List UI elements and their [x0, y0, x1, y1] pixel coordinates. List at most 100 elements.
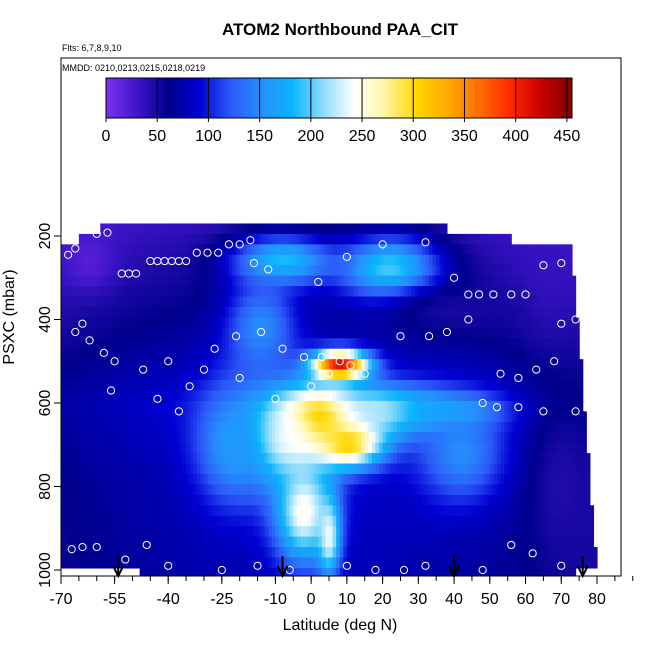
heatmap-cell	[296, 380, 302, 392]
heatmap-cell	[568, 547, 573, 559]
heatmap-cell	[325, 432, 330, 444]
heatmap-cell	[203, 557, 209, 569]
heatmap-cell	[89, 494, 94, 506]
heatmap-cell	[554, 515, 559, 527]
data-point	[539, 407, 548, 416]
heatmap-cell	[418, 327, 423, 339]
heatmap-cell	[218, 421, 223, 433]
heatmap-cell	[118, 515, 123, 527]
heatmap-cell	[443, 223, 448, 235]
heatmap-cell	[579, 432, 584, 444]
heatmap-cell	[436, 453, 441, 465]
heatmap-cell	[400, 223, 405, 235]
heatmap-cell	[357, 233, 362, 245]
heatmap-cell	[75, 400, 80, 412]
heatmap-cell	[161, 494, 166, 506]
heatmap-cell	[475, 348, 480, 360]
heatmap-cell	[514, 421, 519, 433]
heatmap-cell	[293, 338, 298, 350]
heatmap-cell	[471, 254, 477, 266]
heatmap-cell	[564, 411, 570, 423]
heatmap-cell	[411, 327, 416, 339]
heatmap-cell	[461, 380, 466, 392]
heatmap-cell	[200, 463, 205, 475]
heatmap-cell	[396, 400, 402, 412]
heatmap-cell	[404, 411, 409, 423]
heatmap-cell	[125, 380, 130, 392]
heatmap-cell	[404, 317, 409, 329]
heatmap-cell	[425, 275, 430, 287]
heatmap-cell	[586, 536, 591, 548]
heatmap-cell	[111, 484, 116, 496]
heatmap-cell	[275, 421, 280, 433]
heatmap-cell	[457, 453, 462, 465]
heatmap-cell	[68, 526, 73, 538]
heatmap-cell	[293, 453, 298, 465]
heatmap-cell	[554, 442, 559, 454]
heatmap-cell	[393, 306, 398, 319]
heatmap-cell	[253, 348, 259, 360]
heatmap-cell	[114, 463, 119, 475]
heatmap-cell	[186, 369, 191, 381]
heatmap-cell	[293, 484, 298, 496]
heatmap-cell	[296, 411, 302, 423]
heatmap-cell	[307, 296, 312, 308]
heatmap-cell	[214, 369, 219, 381]
heatmap-cell	[350, 567, 355, 576]
heatmap-cell	[289, 473, 294, 486]
heatmap-cell	[479, 369, 484, 381]
heatmap-cell	[382, 369, 387, 381]
heatmap-cell	[443, 327, 448, 339]
heatmap-cell	[514, 453, 519, 465]
heatmap-cell	[436, 411, 441, 423]
heatmap-cell	[504, 442, 509, 454]
heatmap-cell	[432, 557, 437, 569]
heatmap-cell	[293, 390, 298, 402]
heatmap-cell	[153, 432, 159, 444]
heatmap-cell	[232, 348, 237, 360]
heatmap-cell	[475, 286, 480, 298]
heatmap-cell	[239, 432, 244, 444]
heatmap-cell	[246, 369, 251, 381]
heatmap-cell	[550, 296, 555, 308]
heatmap-cell	[203, 473, 209, 486]
heatmap-cell	[357, 380, 362, 392]
heatmap-cell	[271, 275, 276, 287]
heatmap-cell	[396, 505, 402, 517]
heatmap-cell	[543, 369, 548, 381]
heatmap-cell	[228, 338, 234, 350]
heatmap-cell	[121, 327, 126, 339]
heatmap-cell	[128, 327, 134, 339]
heatmap-cell	[193, 244, 198, 256]
heatmap-cell	[429, 442, 434, 454]
heatmap-cell	[218, 567, 223, 576]
heatmap-cell	[228, 421, 234, 433]
heatmap-cell	[507, 317, 512, 329]
heatmap-cell	[268, 338, 273, 350]
heatmap-cell	[193, 400, 198, 412]
heatmap-cell	[139, 453, 144, 465]
heatmap-cell	[368, 494, 373, 506]
heatmap-cell	[475, 421, 480, 433]
heatmap-cell	[175, 505, 180, 517]
heatmap-cell	[193, 536, 198, 548]
heatmap-cell	[75, 369, 80, 381]
heatmap-cell	[354, 453, 359, 465]
heatmap-cell	[379, 421, 384, 433]
heatmap-cell	[443, 348, 448, 360]
heatmap-cell	[529, 317, 534, 329]
heatmap-cell	[182, 484, 187, 496]
heatmap-cell	[543, 463, 548, 475]
heatmap-cell	[193, 505, 198, 517]
heatmap-cell	[164, 296, 169, 308]
heatmap-cell	[571, 536, 577, 548]
heatmap-cell	[357, 494, 362, 506]
heatmap-cell	[396, 348, 402, 360]
data-point	[371, 565, 380, 575]
heatmap-cell	[136, 515, 141, 527]
heatmap-cell	[243, 380, 248, 392]
heatmap-cell	[311, 233, 316, 245]
heatmap-cell	[536, 505, 541, 517]
heatmap-cell	[343, 411, 348, 423]
heatmap-cell	[482, 275, 487, 287]
